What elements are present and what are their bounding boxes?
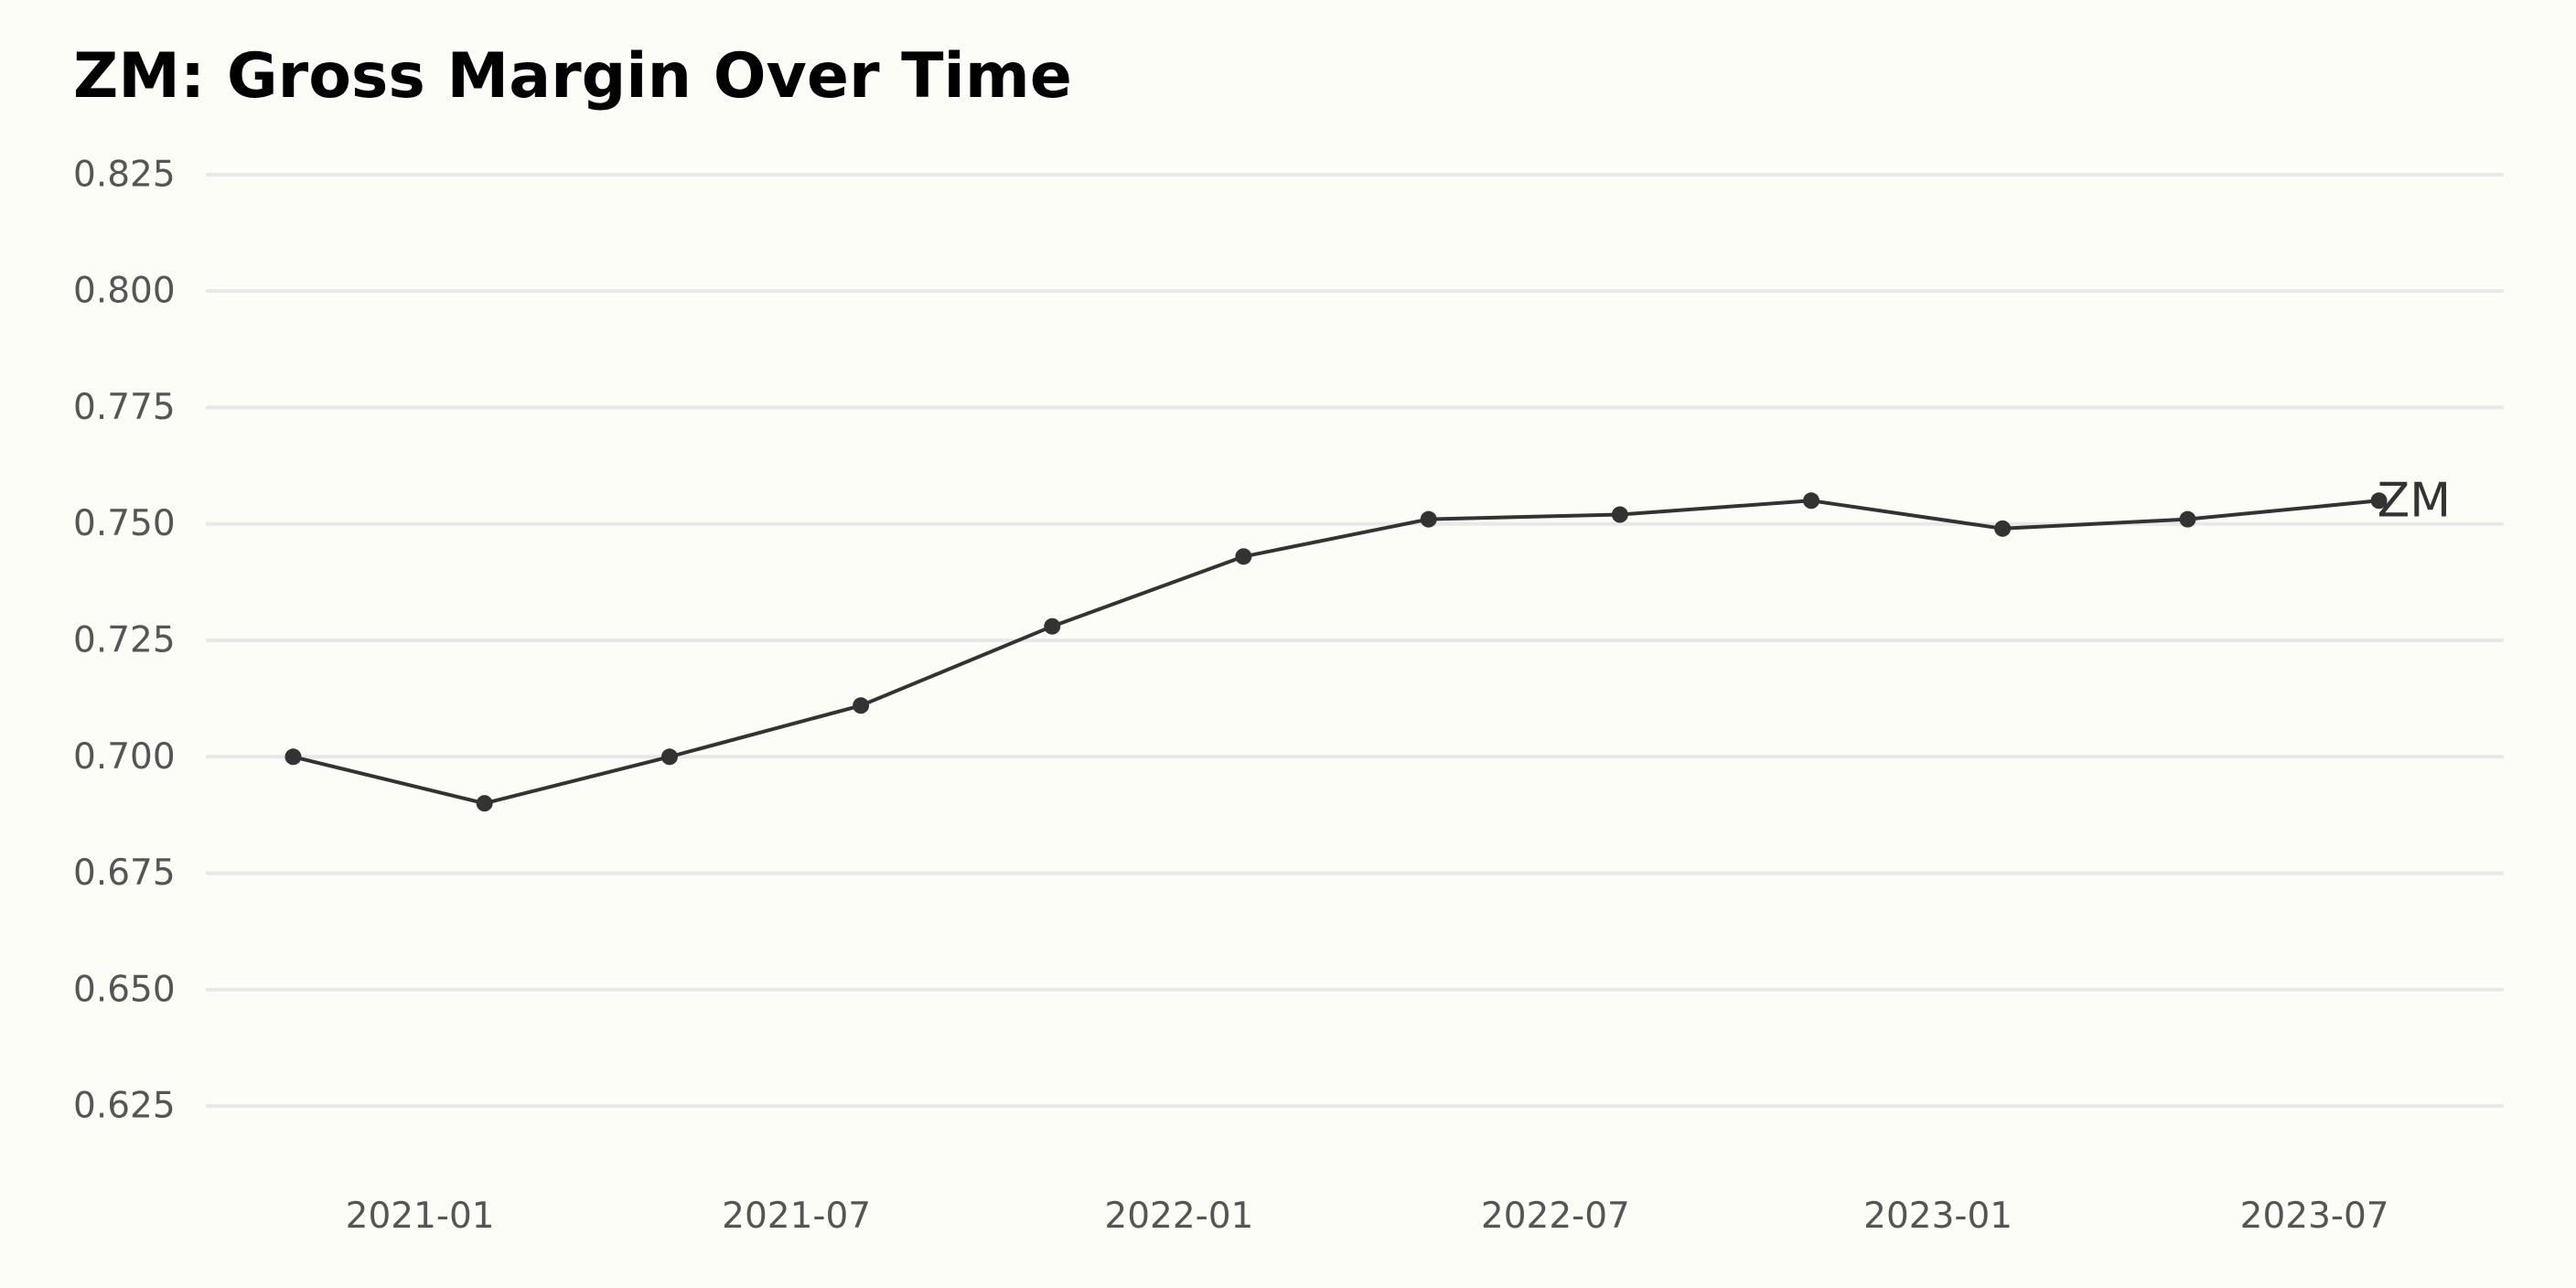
y-tick-label: 0.800 bbox=[73, 271, 176, 312]
data-point bbox=[1420, 510, 1437, 528]
y-tick-label: 0.675 bbox=[73, 853, 176, 894]
data-point bbox=[853, 697, 870, 714]
data-point bbox=[2179, 510, 2196, 528]
y-tick-label: 0.625 bbox=[73, 1086, 176, 1127]
chart-title: ZM: Gross Margin Over Time bbox=[73, 40, 1072, 113]
x-tick-label: 2022-07 bbox=[1481, 1196, 1630, 1237]
x-tick-label: 2021-07 bbox=[722, 1196, 871, 1237]
data-point bbox=[1802, 492, 1819, 510]
x-tick-label: 2022-01 bbox=[1104, 1196, 1253, 1237]
data-point bbox=[1235, 548, 1252, 565]
series-line bbox=[293, 499, 2379, 806]
data-point bbox=[284, 748, 302, 766]
data-point bbox=[1611, 506, 1628, 523]
y-tick-label: 0.775 bbox=[73, 387, 176, 428]
data-point bbox=[1994, 520, 2012, 537]
y-tick-label: 0.700 bbox=[73, 736, 176, 778]
data-point bbox=[1044, 617, 1061, 635]
data-point bbox=[476, 795, 493, 812]
data-point bbox=[660, 748, 678, 766]
x-tick-label: 2021-01 bbox=[346, 1196, 495, 1237]
y-tick-label: 0.825 bbox=[73, 154, 176, 195]
series-label: ZM bbox=[2377, 473, 2452, 528]
x-tick-label: 2023-01 bbox=[1863, 1196, 2012, 1237]
data-point bbox=[2370, 492, 2388, 510]
y-tick-label: 0.725 bbox=[73, 620, 176, 661]
x-tick-label: 2023-07 bbox=[2240, 1196, 2389, 1237]
y-tick-label: 0.650 bbox=[73, 969, 176, 1010]
y-tick-label: 0.750 bbox=[73, 503, 176, 544]
